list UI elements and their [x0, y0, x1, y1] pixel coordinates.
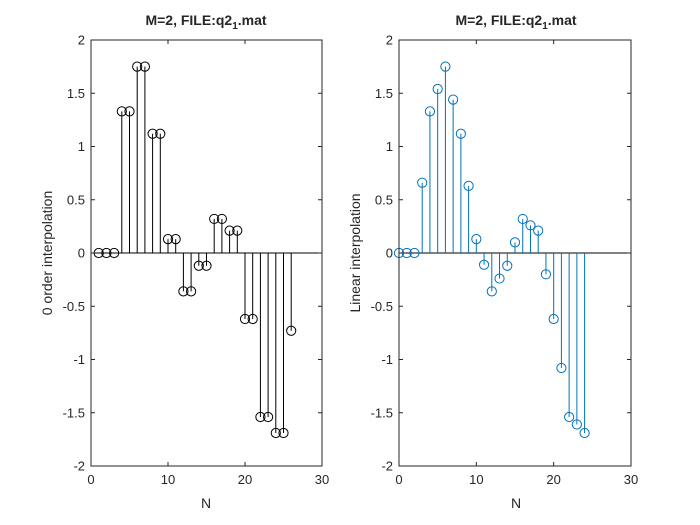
- ytick-label: -0.5: [371, 299, 393, 314]
- xtick-label: 10: [469, 472, 483, 487]
- right-stem-plot: M=2, FILE:q21.mat 0 10 20 30 -2 -1.5 -1 -0.5 0 0.…: [347, 12, 638, 511]
- stem-marker: [517, 213, 528, 225]
- stem-marker: [255, 411, 266, 423]
- left-plot-marks: [91, 61, 322, 439]
- ytick-label: 0.5: [375, 192, 393, 207]
- stem-marker: [455, 128, 466, 139]
- ytick-label: 2: [78, 33, 85, 48]
- right-plot-marks: [393, 61, 631, 439]
- stem-marker: [139, 61, 150, 72]
- stem-marker: [162, 234, 174, 245]
- ytick-label: 0.5: [67, 192, 85, 207]
- stem-marker: [247, 313, 258, 325]
- xtick-label: 30: [315, 472, 329, 487]
- stem-marker: [579, 427, 590, 439]
- ytick-label: 1.5: [67, 86, 85, 101]
- left-plot-xlabel: N: [201, 495, 211, 511]
- stem-marker: [178, 286, 189, 297]
- ytick-label: -1: [381, 352, 393, 367]
- stem-marker: [193, 260, 204, 271]
- ytick-label: 1.5: [375, 86, 393, 101]
- stem-marker: [548, 313, 559, 325]
- ytick-label: -2: [381, 459, 393, 474]
- stem-marker: [155, 128, 166, 139]
- stem-marker: [270, 427, 281, 439]
- stem-marker: [124, 106, 135, 117]
- stem-marker: [147, 128, 158, 139]
- stem-marker: [132, 61, 143, 72]
- stem-marker: [533, 225, 544, 236]
- xtick-label: 30: [624, 472, 638, 487]
- stem-marker: [556, 362, 567, 374]
- stem-marker: [471, 234, 482, 245]
- left-plot-ylabel: 0 order interpolation: [39, 191, 55, 316]
- stem-marker: [278, 427, 289, 439]
- stem-marker: [201, 260, 212, 271]
- stem-marker: [417, 177, 428, 188]
- stem-marker: [540, 269, 552, 280]
- xtick-label: 20: [546, 472, 560, 487]
- right-plot-ticks: 0 10 20 30 -2 -1.5 -1 -0.5 0 0.5 1 1.5 2: [371, 33, 639, 488]
- xtick-label: 0: [87, 472, 94, 487]
- left-plot-title: M=2, FILE:q21.mat: [145, 12, 266, 32]
- xtick-label: 20: [238, 472, 252, 487]
- ytick-label: 2: [386, 33, 393, 48]
- stem-marker: [502, 260, 513, 271]
- stem-marker: [232, 225, 243, 236]
- left-stem-plot: M=2, FILE:q21.mat 0 10 20 30 -2 -1.5 -1 -0.5 0 0.…: [39, 12, 329, 511]
- stem-marker: [186, 286, 197, 297]
- ytick-label: -2: [73, 459, 85, 474]
- stem-marker: [486, 286, 497, 297]
- xtick-label: 10: [161, 472, 175, 487]
- stem-marker: [286, 325, 297, 336]
- ytick-label: 1: [78, 139, 85, 154]
- stem-marker: [409, 247, 420, 259]
- right-plot-title: M=2, FILE:q21.mat: [455, 12, 576, 32]
- ytick-label: 1: [386, 139, 393, 154]
- stem-marker: [239, 313, 251, 325]
- stem-marker: [170, 234, 181, 245]
- stem-marker: [440, 61, 451, 72]
- stem-marker: [564, 411, 575, 423]
- stem-marker: [263, 411, 274, 423]
- right-plot-xlabel: N: [511, 495, 521, 511]
- right-plot-ylabel: Linear interpolation: [347, 193, 363, 312]
- ytick-label: -1.5: [371, 405, 393, 420]
- ytick-label: 0: [386, 246, 393, 261]
- stem-marker: [216, 213, 227, 225]
- left-plot-ticks: 0 10 20 30 -2 -1.5 -1 -0.5 0 0.5 1 1.5 2: [63, 33, 330, 488]
- stem-marker: [448, 94, 459, 105]
- ytick-label: -0.5: [63, 299, 85, 314]
- stem-marker: [463, 180, 474, 192]
- ytick-label: 0: [78, 246, 85, 261]
- ytick-label: -1.5: [63, 405, 85, 420]
- stem-marker: [432, 83, 443, 95]
- stem-marker: [116, 106, 127, 117]
- stem-marker: [424, 106, 436, 117]
- stem-marker: [109, 247, 120, 259]
- stem-marker: [209, 213, 220, 225]
- stem-marker: [101, 247, 112, 259]
- stem-marker: [509, 237, 521, 248]
- stem-marker: [525, 220, 536, 231]
- ytick-label: -1: [73, 352, 85, 367]
- stem-marker: [571, 419, 582, 430]
- xtick-label: 0: [395, 472, 402, 487]
- stem-marker: [224, 225, 235, 236]
- stem-marker: [494, 273, 505, 284]
- stem-marker: [478, 259, 490, 270]
